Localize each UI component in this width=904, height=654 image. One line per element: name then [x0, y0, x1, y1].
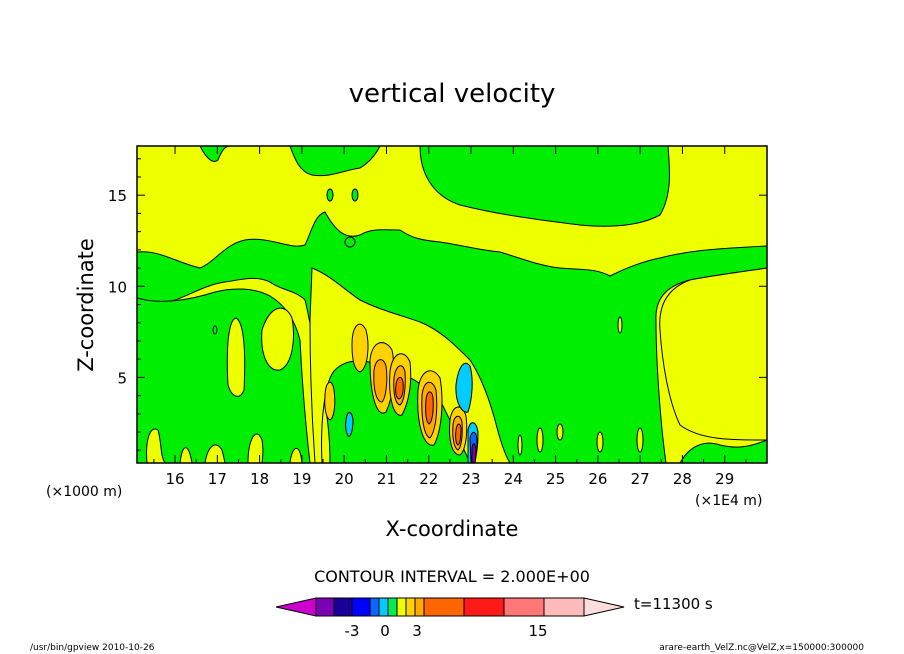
x-tick-label: 18 [250, 470, 269, 488]
y-tick-label: 5 [117, 369, 127, 387]
colorbar-tick-label: -3 [345, 622, 360, 640]
colorbar-swatch [387, 597, 398, 617]
red-orange-cell-2 [425, 391, 434, 425]
purple-core [471, 443, 477, 463]
yellow-spot-f [517, 434, 523, 456]
yellow-spot-c [596, 431, 604, 453]
x-tick-label: 17 [208, 470, 227, 488]
green-region-top-right [419, 146, 670, 227]
yellow-spot-a [617, 316, 623, 334]
green-sliver-right [679, 439, 767, 463]
x-tick-label: 29 [715, 470, 734, 488]
x-tick-label: 22 [419, 470, 438, 488]
cyan-downdraft [455, 362, 473, 413]
colorbar-swatch [463, 597, 505, 617]
colorbar-swatch [333, 597, 353, 617]
colorbar-tick-label: 15 [528, 622, 547, 640]
x-tick-label: 20 [335, 470, 354, 488]
x-unit-left: (×1000 m) [46, 484, 122, 500]
footer-left: /usr/bin/gpview 2010-10-26 [30, 643, 155, 653]
orange-cell-1 [351, 323, 369, 373]
cyan-cell-small [345, 412, 354, 437]
red-orange-cell-1 [395, 377, 404, 400]
green-region-top-mid [289, 146, 381, 177]
y-axis: 5 10 15 [108, 158, 767, 451]
x-tick-label: 23 [461, 470, 480, 488]
y-axis-label: Z-coordinate [74, 238, 98, 372]
colorbar-max-arrow [583, 597, 625, 617]
colorbar-tick-label: 0 [380, 622, 390, 640]
colorbar-swatch [378, 597, 389, 617]
colorbar-swatch [503, 597, 545, 617]
contour-interval: CONTOUR INTERVAL = 2.000E+00 [314, 567, 590, 586]
colorbar-swatch [396, 597, 407, 617]
x-tick-label: 25 [546, 470, 565, 488]
x-unit-right: (×1E4 m) [695, 493, 762, 509]
x-tick-label: 24 [504, 470, 523, 488]
colorbar-swatch [369, 597, 380, 617]
footer-right: arare-earth_VelZ.nc@VelZ,x=150000:300000 [659, 643, 864, 653]
x-tick-label: 26 [588, 470, 607, 488]
red-orange-cell-3 [455, 423, 462, 446]
x-axis: 16 17 18 19 20 21 22 23 24 25 26 27 28 29 [153, 146, 747, 488]
chart-title: vertical velocity [349, 79, 556, 109]
x-tick-label: 28 [673, 470, 692, 488]
yellow-spot-b [556, 423, 564, 441]
x-tick-label: 16 [166, 470, 185, 488]
yellow-pocket-2 [226, 317, 246, 397]
colorbar: -3 0 3 15 [275, 597, 625, 640]
colorbar-swatch [423, 597, 465, 617]
yellow-spot-d [636, 427, 644, 453]
green-spot-d [212, 325, 218, 335]
yellow-pocket-3 [261, 307, 294, 371]
x-tick-label: 19 [292, 470, 311, 488]
yellow-pocket-1 [146, 428, 166, 463]
y-tick-label: 15 [108, 187, 127, 205]
colorbar-tick-label: 3 [412, 622, 422, 640]
y-tick-label: 10 [108, 278, 127, 296]
colorbar-swatch [414, 597, 425, 617]
x-tick-label: 21 [377, 470, 396, 488]
yellow-region-right [659, 267, 767, 441]
colorbar-min-arrow [275, 597, 317, 617]
contour-field [137, 146, 767, 463]
yellow-spot-e [536, 427, 544, 453]
green-spot-b [326, 188, 334, 202]
green-region-main [137, 211, 767, 463]
green-spot-a [344, 236, 356, 248]
colorbar-swatch [543, 597, 585, 617]
time-label: t=11300 s [634, 595, 713, 613]
x-axis-label: X-coordinate [386, 517, 519, 541]
orange-cell-6 [324, 381, 336, 421]
dark-orange-cell-1 [373, 359, 388, 403]
colorbar-swatch [315, 597, 335, 617]
green-spot-c [351, 188, 359, 202]
colorbar-swatch [405, 597, 416, 617]
x-tick-label: 27 [631, 470, 650, 488]
colorbar-swatch [351, 597, 371, 617]
